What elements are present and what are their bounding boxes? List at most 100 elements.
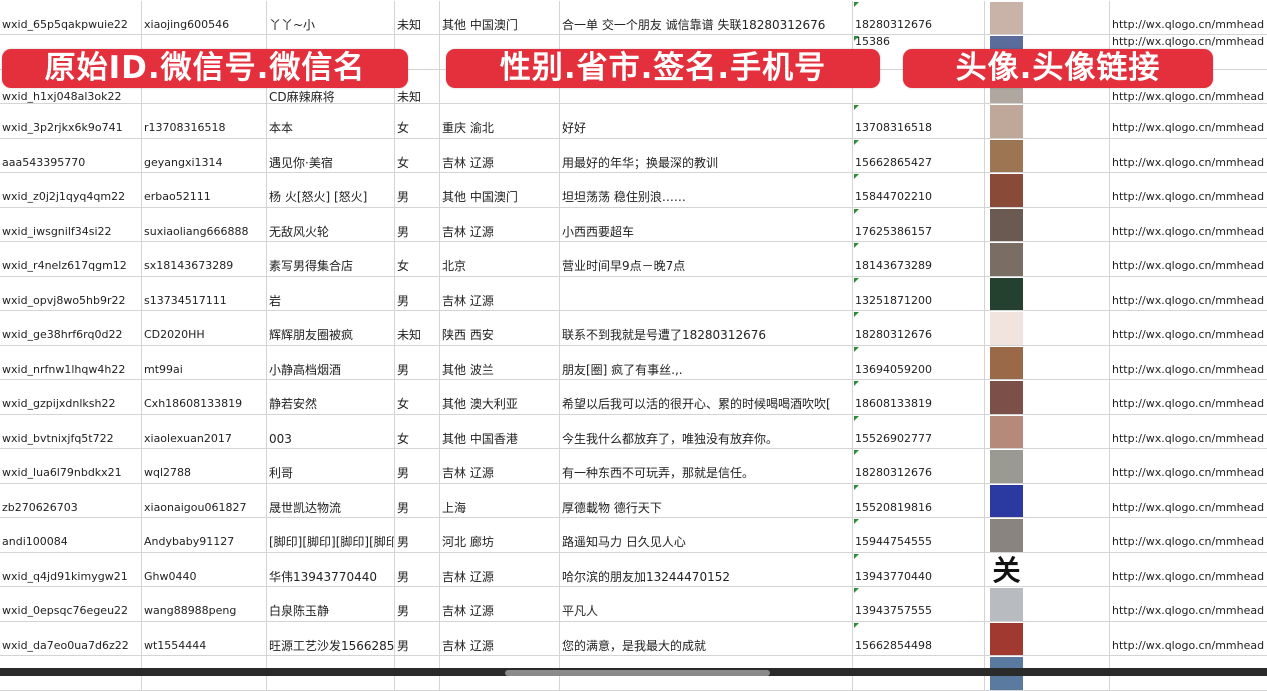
cell-wechat-name[interactable]: 素写男得集合店 [267,242,395,276]
cell-avatar[interactable] [985,242,1110,276]
cell-original-id[interactable]: wxid_lua6l79nbdkx21 [0,449,142,483]
cell-wechat-name[interactable]: [脚印][脚印][脚印][脚印] [267,518,395,552]
cell-wechat-number[interactable]: Andybaby91127 [142,518,267,552]
cell-avatar[interactable] [985,345,1110,379]
cell-region[interactable]: 其他 中国澳门 [440,0,560,34]
cell-signature[interactable]: 坦坦荡荡 稳住别浪…… [560,173,853,207]
cell-avatar-link[interactable]: http://wx.qlogo.cn/mmhead [1110,415,1267,449]
cell-wechat-name[interactable]: 丫丫~小 [267,0,395,34]
cell-wechat-name[interactable]: 遇见你·美宿 [267,138,395,172]
cell-phone[interactable]: 13251871200 [853,276,985,310]
cell-original-id[interactable]: wxid_ge38hrf6rq0d22 [0,311,142,345]
cell-original-id[interactable]: wxid_3p2rjkx6k9o741 [0,104,142,138]
cell-signature[interactable]: 今生我什么都放弃了，唯独没有放弃你。 [560,414,853,448]
cell-region[interactable]: 吉林 辽源 [440,276,560,310]
cell-region[interactable]: 吉林 辽源 [440,138,560,172]
cell-signature[interactable]: 平凡人 [560,587,853,621]
cell-avatar[interactable] [985,207,1110,241]
cell-original-id[interactable]: wxid_gzpijxdnlksh22 [0,380,142,414]
cell-wechat-name[interactable]: 003 [267,414,395,448]
cell-phone[interactable]: 13943757555 [853,587,985,621]
cell-avatar-link[interactable]: http://wx.qlogo.cn/mmhead [1110,35,1267,69]
cell-wechat-number[interactable]: Cxh18608133819 [142,380,267,414]
cell-region[interactable]: 陕西 西安 [440,311,560,345]
cell-avatar-link[interactable]: http://wx.qlogo.cn/mmhead [1110,553,1267,587]
cell-signature[interactable]: 有一种东西不可玩弄，那就是信任。 [560,449,853,483]
cell-gender[interactable]: 男 [395,621,440,655]
cell-avatar[interactable] [985,173,1110,207]
cell-avatar[interactable] [985,276,1110,310]
cell-gender[interactable]: 女 [395,242,440,276]
cell-wechat-number[interactable]: r13708316518 [142,104,267,138]
cell-wechat-name[interactable]: 白泉陈玉静 [267,587,395,621]
cell-region[interactable]: 其他 波兰 [440,345,560,379]
cell-wechat-number[interactable]: wt1554444 [142,621,267,655]
cell-wechat-number[interactable]: Ghw0440 [142,552,267,586]
cell-gender[interactable]: 女 [395,104,440,138]
cell-original-id[interactable]: wxid_nrfnw1lhqw4h22 [0,345,142,379]
cell-phone[interactable]: 18280312676 [853,449,985,483]
cell-avatar-link[interactable]: http://wx.qlogo.cn/mmhead [1110,622,1267,656]
cell-region[interactable]: 吉林 辽源 [440,621,560,655]
cell-wechat-number[interactable]: wql2788 [142,449,267,483]
cell-phone[interactable]: 13708316518 [853,104,985,138]
cell-avatar-link[interactable]: http://wx.qlogo.cn/mmhead [1110,242,1267,276]
cell-region[interactable]: 上海 [440,483,560,517]
cell-region[interactable]: 北京 [440,242,560,276]
cell-gender[interactable]: 女 [395,380,440,414]
cell-wechat-name[interactable]: 杨 火[怒火] [怒火] [267,173,395,207]
cell-phone[interactable]: 15520819816 [853,483,985,517]
cell-phone[interactable]: 17625386157 [853,207,985,241]
cell-phone[interactable]: 15944754555 [853,518,985,552]
cell-wechat-number[interactable]: sx18143673289 [142,242,267,276]
cell-wechat-number[interactable]: xiaonaigou061827 [142,483,267,517]
cell-gender[interactable]: 男 [395,207,440,241]
cell-gender[interactable]: 男 [395,276,440,310]
cell-wechat-number[interactable]: erbao52111 [142,173,267,207]
cell-wechat-name[interactable]: 晟世凯达物流 [267,483,395,517]
cell-gender[interactable]: 未知 [395,0,440,34]
cell-avatar[interactable] [985,104,1110,138]
cell-phone[interactable]: 18608133819 [853,380,985,414]
cell-avatar[interactable] [985,587,1110,621]
cell-phone[interactable]: 18143673289 [853,242,985,276]
cell-avatar-link[interactable]: http://wx.qlogo.cn/mmhead [1110,518,1267,552]
cell-gender[interactable] [395,35,440,69]
cell-avatar-link[interactable]: http://wx.qlogo.cn/mmhead [1110,449,1267,483]
cell-gender[interactable]: 男 [395,173,440,207]
cell-wechat-name[interactable]: 利哥 [267,449,395,483]
cell-original-id[interactable]: wxid_bvtnixjfq5t722 [0,414,142,448]
cell-signature[interactable]: 合一单 交一个朋友 诚信靠谱 失联18280312676 [560,0,853,34]
cell-avatar[interactable] [985,518,1110,552]
cell-wechat-number[interactable]: CD2020HH [142,311,267,345]
cell-original-id[interactable]: zb270626703 [0,483,142,517]
cell-avatar-link[interactable]: http://wx.qlogo.cn/mmhead [1110,346,1267,380]
cell-signature[interactable]: 联系不到我就是号遭了18280312676 [560,311,853,345]
cell-wechat-name[interactable]: 华伟13943770440 [267,552,395,586]
cell-original-id[interactable]: wxid_z0j2j1qyq4qm22 [0,173,142,207]
cell-avatar-link[interactable]: http://wx.qlogo.cn/mmhead [1110,208,1267,242]
cell-original-id[interactable]: wxid_opvj8wo5hb9r22 [0,276,142,310]
cell-phone[interactable]: 18280312676 [853,0,985,34]
cell-phone[interactable]: 15526902777 [853,414,985,448]
cell-signature[interactable]: 营业时间早9点－晚7点 [560,242,853,276]
cell-avatar[interactable] [985,380,1110,414]
cell-avatar[interactable] [985,311,1110,345]
cell-original-id[interactable]: aaa543395770 [0,138,142,172]
cell-region[interactable]: 其他 澳大利亚 [440,380,560,414]
cell-signature[interactable] [560,276,853,310]
cell-wechat-name[interactable]: 旺源工艺沙发15662854 [267,621,395,655]
cell-avatar[interactable] [985,0,1110,34]
cell-region[interactable]: 河北 廊坊 [440,518,560,552]
cell-original-id[interactable]: wxid_da7eo0ua7d6z22 [0,621,142,655]
cell-wechat-name[interactable]: 静若安然 [267,380,395,414]
cell-signature[interactable]: 路遥知马力 日久见人心 [560,518,853,552]
cell-gender[interactable]: 未知 [395,69,440,103]
cell-avatar[interactable]: 关 [985,552,1110,586]
cell-wechat-name[interactable]: 本本 [267,104,395,138]
cell-wechat-name[interactable]: 辉辉朋友圈被疯 [267,311,395,345]
cell-original-id[interactable]: andi100084 [0,518,142,552]
cell-region[interactable]: 其他 中国香港 [440,414,560,448]
cell-region[interactable]: 吉林 辽源 [440,587,560,621]
cell-gender[interactable]: 男 [395,518,440,552]
